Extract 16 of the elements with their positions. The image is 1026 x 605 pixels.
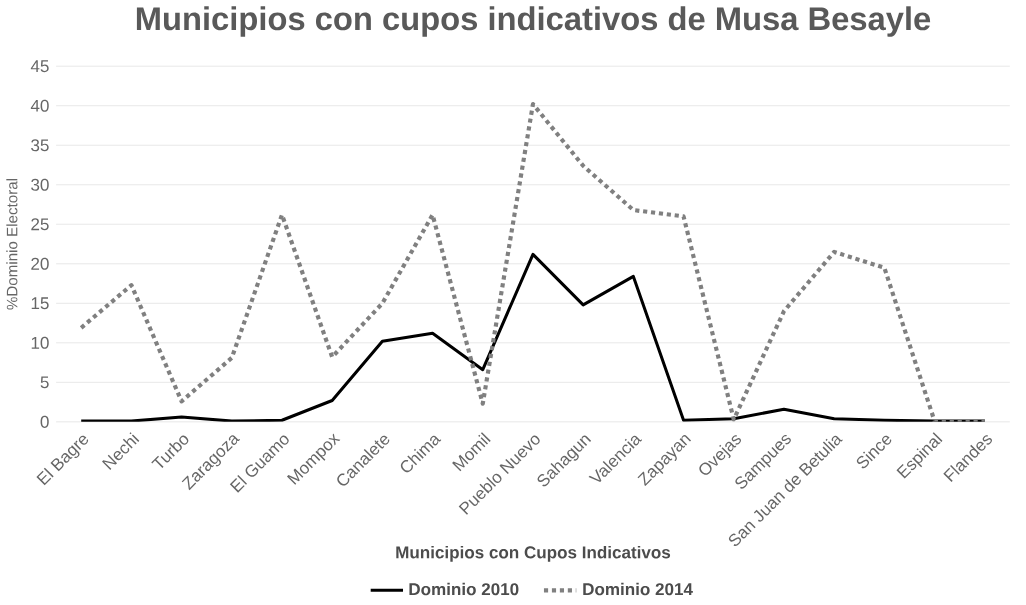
line-series <box>79 101 987 422</box>
y-tick-label: 0 <box>40 415 49 428</box>
y-tick-label: 5 <box>40 376 49 389</box>
y-tick-label: 20 <box>31 257 49 270</box>
legend-label: Dominio 2010 <box>409 582 519 596</box>
y-tick-label: 35 <box>31 138 49 152</box>
y-tick-label: 10 <box>31 336 49 349</box>
y-tick-label: 30 <box>31 178 49 191</box>
y-tick-label: 15 <box>31 297 49 310</box>
y-tick-label: 45 <box>30 60 49 72</box>
y-axis-title: %Dominio Electoral <box>6 178 18 310</box>
y-tick-label: 25 <box>31 218 49 231</box>
legend-label: Dominio 2014 <box>583 582 693 596</box>
chart-title: Municipios con cupos indicativos de Musa Besayle <box>136 6 931 37</box>
x-axis-title: Municipios con Cupos Indicativos <box>396 545 671 562</box>
y-tick-label: 40 <box>30 99 49 112</box>
